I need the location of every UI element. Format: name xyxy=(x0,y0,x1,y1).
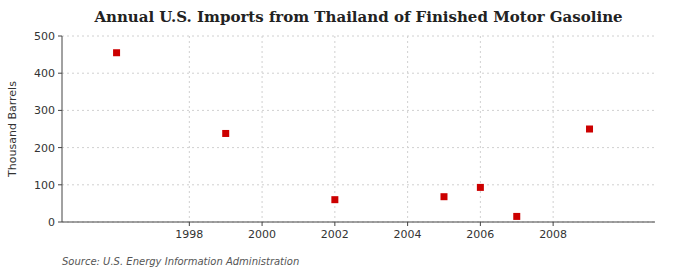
y-tick xyxy=(58,184,62,185)
point xyxy=(331,196,338,203)
x-tick xyxy=(262,222,263,226)
y-tick-label: 400 xyxy=(34,67,55,80)
y-tick-label: 300 xyxy=(34,104,55,117)
grid xyxy=(62,36,655,222)
x-tick-label: 2006 xyxy=(466,228,494,241)
plot-area xyxy=(62,36,655,222)
grid-line xyxy=(62,222,655,223)
y-tick-label: 0 xyxy=(48,216,55,229)
point xyxy=(222,130,229,137)
x-axis xyxy=(62,222,655,223)
x-tick-label: 2000 xyxy=(248,228,276,241)
grid-line xyxy=(62,147,655,148)
grid-line xyxy=(407,36,408,222)
grid-line xyxy=(480,36,481,222)
x-tick xyxy=(189,222,190,226)
grid-line xyxy=(62,36,655,37)
x-tick xyxy=(407,222,408,226)
point xyxy=(440,193,447,200)
y-tick xyxy=(58,73,62,74)
grid-line xyxy=(262,36,263,222)
point xyxy=(586,126,593,133)
y-axis-label: Thousand Barrels xyxy=(6,81,19,178)
point xyxy=(513,213,520,220)
point xyxy=(113,49,120,56)
x-tick-label: 2004 xyxy=(394,228,422,241)
x-tick-label: 1998 xyxy=(175,228,203,241)
grid-line xyxy=(334,36,335,222)
annotation: Source: U.S. Energy Information Administ… xyxy=(62,256,299,267)
y-tick xyxy=(58,36,62,37)
grid-line xyxy=(62,184,655,185)
grid-line xyxy=(553,36,554,222)
points xyxy=(113,49,593,220)
y-tick xyxy=(58,110,62,111)
y-axis xyxy=(62,36,63,222)
x-tick xyxy=(553,222,554,226)
point xyxy=(477,184,484,191)
grid-line xyxy=(62,110,655,111)
y-tick-label: 500 xyxy=(34,30,55,43)
x-tick-label: 2002 xyxy=(321,228,349,241)
chart: 1998 2000 2002 2004 2006 2008 0 100 200 300 400 500… xyxy=(0,0,675,275)
x-tick xyxy=(480,222,481,226)
grid-line xyxy=(62,73,655,74)
y-tick-label: 100 xyxy=(34,179,55,192)
y-tick xyxy=(58,147,62,148)
y-tick-label: 200 xyxy=(34,142,55,155)
x-tick xyxy=(334,222,335,226)
title: Annual U.S. Imports from Thailand of Fin… xyxy=(93,8,622,26)
x-tick-label: 2008 xyxy=(539,228,567,241)
grid-line xyxy=(189,36,190,222)
y-tick xyxy=(58,222,62,223)
